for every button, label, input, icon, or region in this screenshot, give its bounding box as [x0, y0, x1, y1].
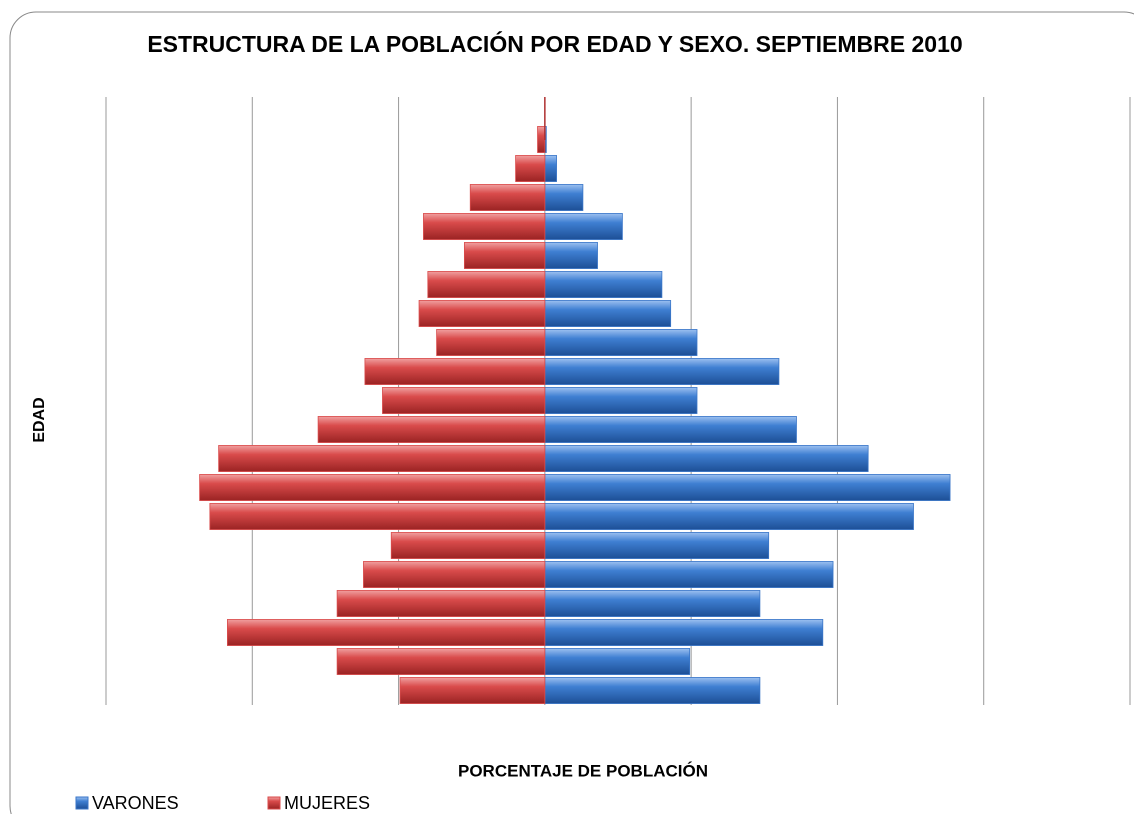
bar — [363, 561, 546, 588]
bar — [427, 271, 546, 298]
bar — [544, 416, 797, 443]
bar — [399, 677, 546, 704]
legend-swatch — [267, 796, 281, 810]
bar — [336, 648, 546, 675]
bar — [515, 155, 546, 182]
legend-swatch — [75, 796, 89, 810]
bar — [418, 300, 546, 327]
bar — [544, 329, 698, 356]
bar — [544, 184, 584, 211]
y-axis-label: EDAD — [31, 397, 48, 442]
bar — [218, 445, 546, 472]
bar — [390, 532, 546, 559]
bar — [317, 416, 546, 443]
bar — [544, 619, 824, 646]
bar — [544, 474, 951, 501]
legend-label: MUJERES — [284, 793, 370, 813]
bar — [544, 648, 691, 675]
bar — [544, 155, 557, 182]
bar — [423, 213, 546, 240]
legend-label: VARONES — [92, 793, 179, 813]
bar — [544, 677, 761, 704]
bar — [544, 532, 770, 559]
bar — [227, 619, 546, 646]
bar — [544, 445, 869, 472]
x-axis-label: PORCENTAJE DE POBLACIÓN — [458, 761, 708, 780]
bar — [209, 503, 546, 530]
bar — [382, 387, 546, 414]
bar — [544, 271, 663, 298]
bar — [544, 358, 780, 385]
bar — [336, 590, 546, 617]
bar — [364, 358, 546, 385]
frame — [9, 11, 1134, 814]
bar — [544, 590, 761, 617]
bar — [199, 474, 546, 501]
chart-title: ESTRUCTURA DE LA POBLACIÓN POR EDAD Y SE… — [147, 31, 963, 57]
bar — [544, 561, 834, 588]
bar — [469, 184, 546, 211]
bar — [544, 300, 672, 327]
bar — [544, 503, 914, 530]
bar — [544, 242, 598, 269]
bar — [544, 213, 623, 240]
bar — [537, 126, 546, 153]
bar — [544, 387, 698, 414]
bar — [436, 329, 546, 356]
bar — [463, 242, 546, 269]
